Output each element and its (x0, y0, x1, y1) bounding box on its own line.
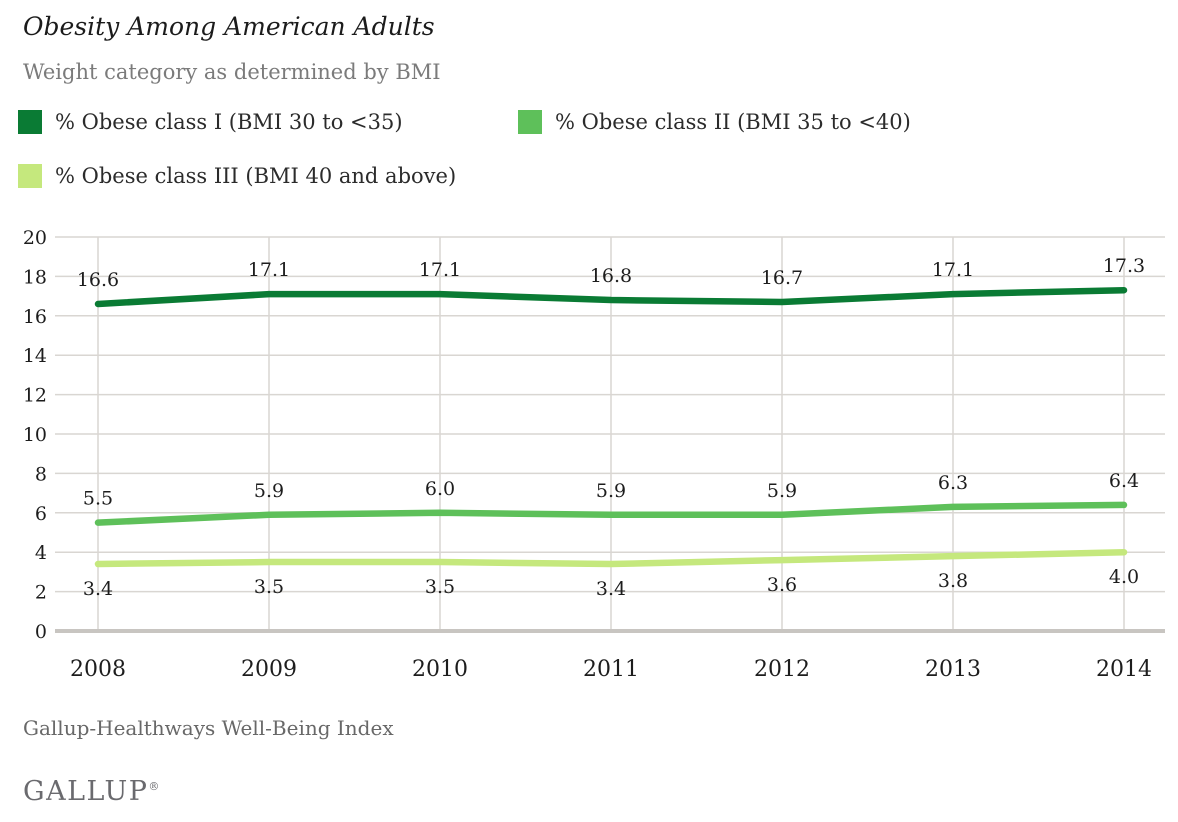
data-label: 17.1 (932, 259, 974, 281)
x-tick-label: 2008 (70, 657, 126, 682)
legend-swatch-class-iii-icon (18, 164, 42, 188)
y-tick-label: 18 (23, 266, 47, 288)
x-tick-label: 2013 (925, 657, 981, 682)
data-label: 3.5 (425, 576, 455, 598)
data-label: 17.3 (1103, 255, 1145, 277)
registered-mark: ® (148, 780, 160, 793)
source-note: Gallup-Healthways Well-Being Index (23, 716, 394, 740)
x-tick-label: 2009 (241, 657, 297, 682)
x-tick-label: 2014 (1096, 657, 1152, 682)
data-label: 3.4 (83, 578, 113, 600)
data-label: 5.9 (254, 480, 284, 502)
legend-item-class-iii: % Obese class III (BMI 40 and above) (18, 164, 456, 188)
y-tick-label: 2 (35, 582, 47, 604)
page-subtitle: Weight category as determined by BMI (23, 60, 441, 84)
gallup-logo-text: GALLUP (23, 776, 149, 807)
legend-label-class-iii: % Obese class III (BMI 40 and above) (55, 164, 457, 188)
data-label: 5.9 (596, 480, 626, 502)
y-tick-label: 20 (23, 227, 47, 249)
data-label: 16.6 (77, 269, 119, 291)
data-label: 6.3 (938, 472, 968, 494)
series-line (94, 286, 1128, 308)
data-label: 3.6 (767, 574, 797, 596)
legend-swatch-class-i-icon (18, 110, 42, 134)
data-label: 3.4 (596, 578, 626, 600)
y-tick-label: 0 (35, 621, 47, 643)
data-label: 5.9 (767, 480, 797, 502)
x-tick-label: 2011 (583, 657, 639, 682)
y-tick-label: 16 (23, 306, 47, 328)
y-tick-label: 8 (35, 463, 47, 485)
y-tick-label: 12 (23, 385, 47, 407)
x-tick-label: 2012 (754, 657, 810, 682)
data-label: 16.7 (761, 267, 803, 289)
data-label: 4.0 (1109, 566, 1139, 588)
y-tick-label: 6 (35, 503, 47, 525)
legend-label-class-ii: % Obese class II (BMI 35 to <40) (555, 110, 911, 134)
legend-swatch-class-ii-icon (518, 110, 542, 134)
data-label: 3.5 (254, 576, 284, 598)
legend-label-class-i: % Obese class I (BMI 30 to <35) (55, 110, 403, 134)
gallup-logo: GALLUP® (23, 776, 159, 807)
data-label: 17.1 (248, 259, 290, 281)
series-line (94, 501, 1128, 526)
series-line (94, 548, 1128, 568)
data-label: 16.8 (590, 265, 632, 287)
data-label: 3.8 (938, 570, 968, 592)
y-tick-label: 4 (35, 542, 47, 564)
x-tick-label: 2010 (412, 657, 468, 682)
legend-item-class-ii: % Obese class II (BMI 35 to <40) (518, 110, 911, 134)
data-label: 5.5 (83, 488, 113, 510)
data-label: 6.4 (1109, 470, 1139, 492)
data-label: 17.1 (419, 259, 461, 281)
y-tick-label: 10 (23, 424, 47, 446)
data-label: 6.0 (425, 478, 455, 500)
page-title: Obesity Among American Adults (23, 12, 435, 41)
y-tick-label: 14 (23, 345, 47, 367)
legend-item-class-i: % Obese class I (BMI 30 to <35) (18, 110, 403, 134)
